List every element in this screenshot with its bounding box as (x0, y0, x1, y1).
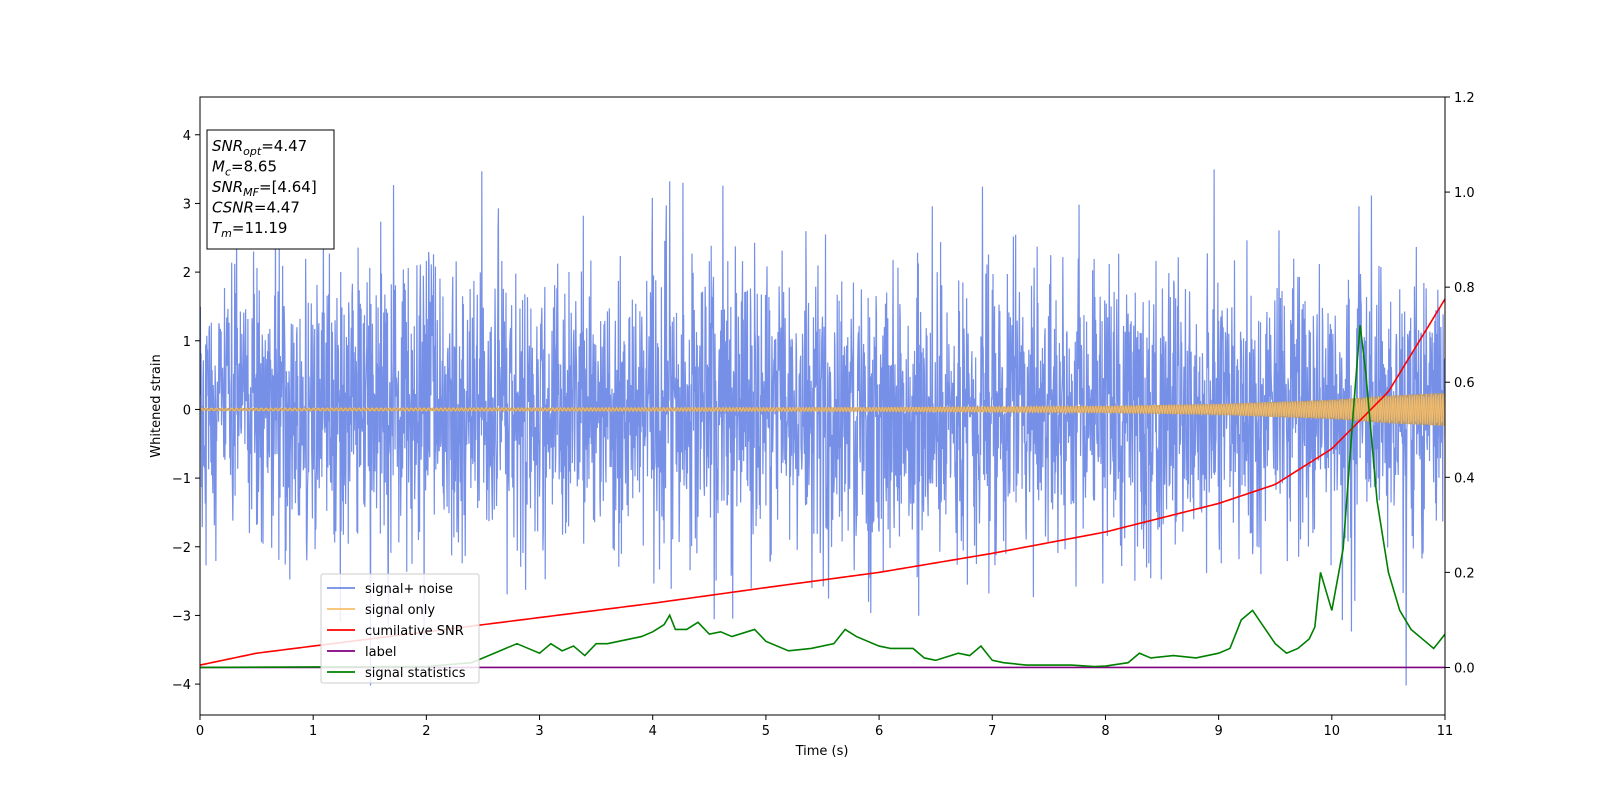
y-tick-label: 4 (183, 129, 191, 144)
y-axis-left: −4 −3 −2 −1 0 1 2 3 4 (172, 129, 200, 693)
info-line: CSNR=4.47 (212, 199, 300, 217)
x-tick-label: 2 (422, 724, 430, 739)
y-axis-label: Whitened strain (149, 354, 164, 457)
y-right-tick-label: 1.0 (1454, 186, 1475, 201)
legend-signal-noise: signal+ noise (327, 582, 453, 597)
signal-only-envelope (200, 392, 1445, 426)
y-right-tick-label: 1.2 (1454, 91, 1475, 106)
legend-label: label (327, 645, 396, 660)
legend-label-text: label (365, 645, 396, 660)
x-tick-label: 6 (875, 724, 883, 739)
x-tick-label: 3 (535, 724, 543, 739)
y-tick-label: 0 (183, 403, 191, 418)
legend-label-text: signal+ noise (365, 582, 453, 597)
legend-label-text: signal only (365, 603, 435, 618)
x-axis: 0 1 2 3 4 5 6 7 8 9 10 11 (196, 715, 1453, 739)
plot-frame (199, 96, 1446, 716)
y-axis-right: 0.0 0.2 0.4 0.6 0.8 1.0 1.2 (1445, 91, 1475, 676)
legend-cumulative-snr: cumilative SNR (327, 624, 464, 639)
x-tick-label: 1 (309, 724, 317, 739)
signal-only-series (200, 392, 1445, 426)
y-tick-label: 2 (183, 266, 191, 281)
y-tick-label: −2 (172, 541, 191, 556)
y-right-tick-label: 0.6 (1454, 376, 1475, 391)
x-tick-label: 4 (649, 724, 657, 739)
legend-label-text: cumilative SNR (365, 624, 464, 639)
x-tick-label: 8 (1101, 724, 1109, 739)
x-tick-label: 9 (1214, 724, 1222, 739)
y-right-tick-label: 0.4 (1454, 471, 1475, 486)
y-right-tick-label: 0.8 (1454, 281, 1475, 296)
signal-noise-series (200, 169, 1445, 686)
signal-only-line (200, 393, 1445, 426)
y-tick-label: −4 (172, 678, 191, 693)
y-right-tick-label: 0.2 (1454, 566, 1475, 581)
signal-noise-line (200, 169, 1445, 686)
x-axis-label: Time (s) (795, 744, 849, 759)
y-tick-label: −1 (172, 472, 191, 487)
info-line: SNRopt=4.47 (212, 137, 307, 158)
y-tick-label: −3 (172, 609, 191, 624)
x-tick-label: 5 (762, 724, 770, 739)
x-tick-label: 0 (196, 724, 204, 739)
legend-signal-only: signal only (327, 603, 435, 618)
y-tick-label: 3 (183, 197, 191, 212)
info-line: SNRMF=[4.64] (212, 178, 317, 199)
legend-signal-statistics: signal statistics (327, 666, 466, 681)
x-tick-label: 10 (1324, 724, 1341, 739)
legend: signal+ noise signal only cumilative SNR la… (320, 573, 480, 684)
x-tick-label: 7 (988, 724, 996, 739)
legend-label-text: signal statistics (365, 666, 466, 681)
x-tick-label: 11 (1437, 724, 1454, 739)
y-right-tick-label: 0.0 (1454, 661, 1475, 676)
info-line: Tm=11.19 (212, 219, 287, 240)
info-line: Mc=8.65 (212, 158, 277, 179)
y-tick-label: 1 (183, 335, 191, 350)
signal-statistics-line (200, 325, 1445, 669)
